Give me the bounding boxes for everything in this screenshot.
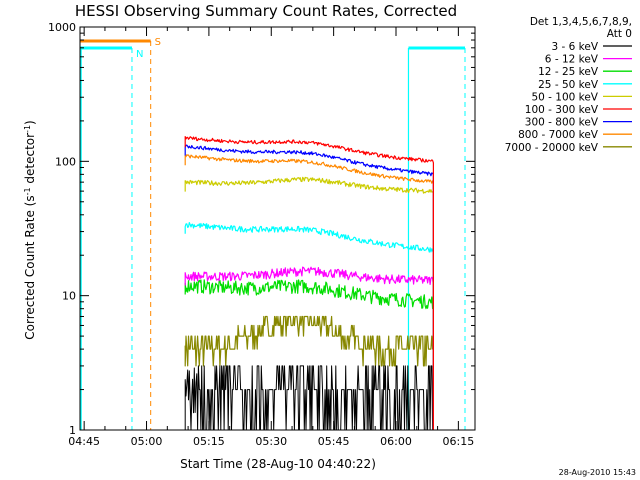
legend-header-detectors: Det 1,3,4,5,6,7,8,9, <box>530 16 632 28</box>
x-tick-label: 05:15 <box>193 435 225 448</box>
y-axis-ticks: 1 10 100 1000 <box>48 21 475 437</box>
timestamp: 28-Aug-2010 15:43 <box>559 468 636 477</box>
plot-area: NS <box>80 37 466 431</box>
x-axis-label: Start Time (28-Aug-10 04:40:22) <box>180 457 376 471</box>
y-label-part2: detector <box>23 133 37 188</box>
y-label-part3: ) <box>23 120 37 125</box>
series-line-8 <box>184 315 434 430</box>
x-tick-label: 05:00 <box>131 435 163 448</box>
legend-label-8: 7000 - 20000 keV <box>505 142 599 154</box>
x-axis-ticks: 04:45 05:00 05:15 05:30 05:45 06:00 06:15 <box>68 27 474 448</box>
y-tick-label: 100 <box>55 155 76 168</box>
series-line-6 <box>184 144 434 430</box>
series-line-2 <box>184 279 434 430</box>
y-axis-label: Corrected Count Rate (s-1 detector-1) <box>23 120 38 339</box>
legend-label-1: 6 - 12 keV <box>545 54 599 66</box>
x-tick-label: 04:45 <box>68 435 100 448</box>
y-tick-label: 1000 <box>48 21 76 34</box>
x-tick-label: 05:45 <box>318 435 350 448</box>
legend-label-3: 25 - 50 keV <box>538 79 599 91</box>
y-label-part1: Corrected Count Rate (s <box>23 195 37 339</box>
x-tick-label: 06:00 <box>380 435 412 448</box>
x-tick-label: 05:30 <box>255 435 287 448</box>
series-line-3 <box>184 222 434 430</box>
legend-label-7: 800 - 7000 keV <box>518 129 599 141</box>
legend-label-4: 50 - 100 keV <box>531 91 598 103</box>
y-tick-label: 10 <box>62 290 76 303</box>
x-tick-label: 06:15 <box>443 435 475 448</box>
legend-label-5: 100 - 300 keV <box>525 104 599 116</box>
legend-label-2: 12 - 25 keV <box>538 66 599 78</box>
plot-frame <box>79 26 476 431</box>
chart-title: HESSI Observing Summary Count Rates, Cor… <box>75 2 457 20</box>
legend-label-6: 300 - 800 keV <box>525 117 599 129</box>
night-flag-label: N <box>136 49 143 60</box>
series-line-7 <box>184 154 434 430</box>
y-tick-label: 1 <box>69 424 76 437</box>
series-line-1 <box>184 266 434 430</box>
legend-header-attenuator: Att 0 <box>607 28 632 40</box>
series-line-4 <box>184 176 434 430</box>
y-label-sup1: -1 <box>23 187 32 195</box>
series-line-0 <box>184 365 434 431</box>
series-line-5 <box>184 136 434 430</box>
y-label-sup2: -1 <box>23 125 32 133</box>
saa-flag-label: S <box>155 37 161 48</box>
legend-label-0: 3 - 6 keV <box>551 41 598 53</box>
